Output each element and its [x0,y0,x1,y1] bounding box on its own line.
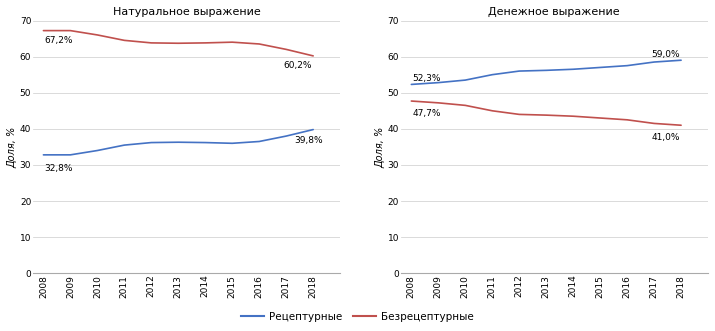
Y-axis label: Доля, %: Доля, % [7,126,17,167]
Text: 47,7%: 47,7% [413,109,441,118]
Text: 39,8%: 39,8% [295,136,323,145]
Title: Денежное выражение: Денежное выражение [488,7,620,17]
Text: 60,2%: 60,2% [283,61,312,70]
Text: 41,0%: 41,0% [651,133,680,142]
Text: 52,3%: 52,3% [413,74,441,83]
Legend: Рецептурные, Безрецептурные: Рецептурные, Безрецептурные [237,307,478,326]
Text: 67,2%: 67,2% [45,36,73,45]
Text: 59,0%: 59,0% [651,50,680,59]
Y-axis label: Доля, %: Доля, % [375,126,385,167]
Text: 32,8%: 32,8% [45,164,73,173]
Title: Натуральное выражение: Натуральное выражение [112,7,260,17]
